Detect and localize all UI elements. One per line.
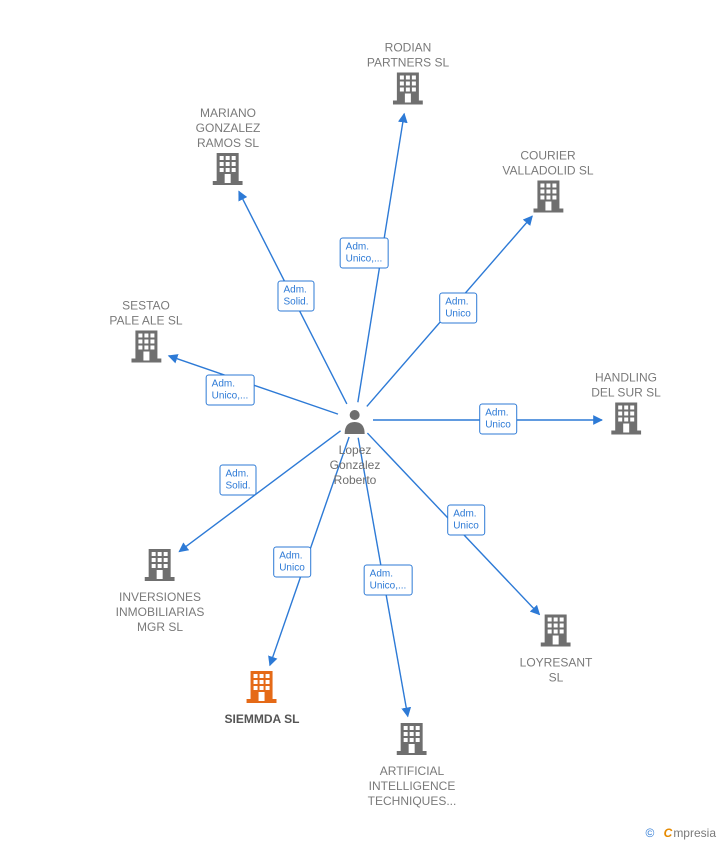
company-label: ARTIFICIAL INTELLIGENCE TECHNIQUES... (368, 764, 457, 809)
company-label: COURIER VALLADOLID SL (502, 149, 593, 179)
company-label: SIEMMDA SL (225, 712, 300, 727)
edge-label-mariano: Adm. Solid. (277, 281, 314, 312)
building-icon (397, 721, 427, 760)
building-icon (541, 613, 571, 652)
company-label: HANDLING DEL SUR SL (591, 371, 661, 401)
company-node-siemmda[interactable]: SIEMMDA SL (225, 669, 300, 727)
company-node-loyresant[interactable]: LOYRESANT SL (520, 613, 593, 686)
edge-label-loyresant: Adm. Unico (447, 505, 485, 536)
company-label: SESTAO PALE ALE SL (109, 299, 182, 329)
company-node-courier[interactable]: COURIER VALLADOLID SL (502, 145, 593, 218)
edge-label-rodian: Adm. Unico,... (340, 238, 389, 269)
building-icon (131, 329, 161, 368)
company-node-handling[interactable]: HANDLING DEL SUR SL (591, 367, 661, 440)
edge-label-handling: Adm. Unico (479, 404, 517, 435)
edge-label-inversiones: Adm. Solid. (219, 465, 256, 496)
company-node-mariano[interactable]: MARIANO GONZALEZ RAMOS SL (196, 102, 261, 190)
edge-line-courier (367, 216, 532, 406)
building-icon (533, 179, 563, 218)
company-node-ait[interactable]: ARTIFICIAL INTELLIGENCE TECHNIQUES... (368, 721, 457, 809)
center-person-node[interactable]: Lopez Gonzalez Roberto (330, 408, 381, 488)
diagram-canvas: Lopez Gonzalez Roberto RODIAN PARTNERS SL… (0, 0, 728, 850)
brand-rest: mpresia (673, 826, 716, 840)
edge-label-courier: Adm. Unico (439, 293, 477, 324)
building-icon (145, 547, 175, 586)
building-icon (213, 151, 243, 190)
edge-label-sestao: Adm. Unico,... (206, 375, 255, 406)
brand-c: C (664, 826, 673, 840)
company-node-sestao[interactable]: SESTAO PALE ALE SL (109, 295, 182, 368)
company-label: MARIANO GONZALEZ RAMOS SL (196, 106, 261, 151)
edge-label-siemmda: Adm. Unico (273, 547, 311, 578)
edge-line-inversiones (179, 431, 340, 552)
company-label: LOYRESANT SL (520, 656, 593, 686)
center-label: Lopez Gonzalez Roberto (330, 443, 381, 488)
building-icon (393, 71, 423, 110)
edge-line-mariano (239, 191, 347, 404)
copyright-symbol: © (645, 826, 654, 840)
edge-line-sestao (169, 356, 338, 414)
person-icon (344, 408, 366, 439)
company-node-rodian[interactable]: RODIAN PARTNERS SL (367, 37, 449, 110)
company-label: INVERSIONES INMOBILIARIAS MGR SL (116, 590, 205, 635)
edge-line-loyresant (367, 433, 539, 615)
edge-label-ait: Adm. Unico,... (364, 565, 413, 596)
footer-attribution: © Cmpresia (645, 826, 716, 840)
building-icon (611, 401, 641, 440)
company-label: RODIAN PARTNERS SL (367, 41, 449, 71)
building-icon (247, 669, 277, 708)
company-node-inversiones[interactable]: INVERSIONES INMOBILIARIAS MGR SL (116, 547, 205, 635)
edge-line-rodian (358, 114, 404, 403)
